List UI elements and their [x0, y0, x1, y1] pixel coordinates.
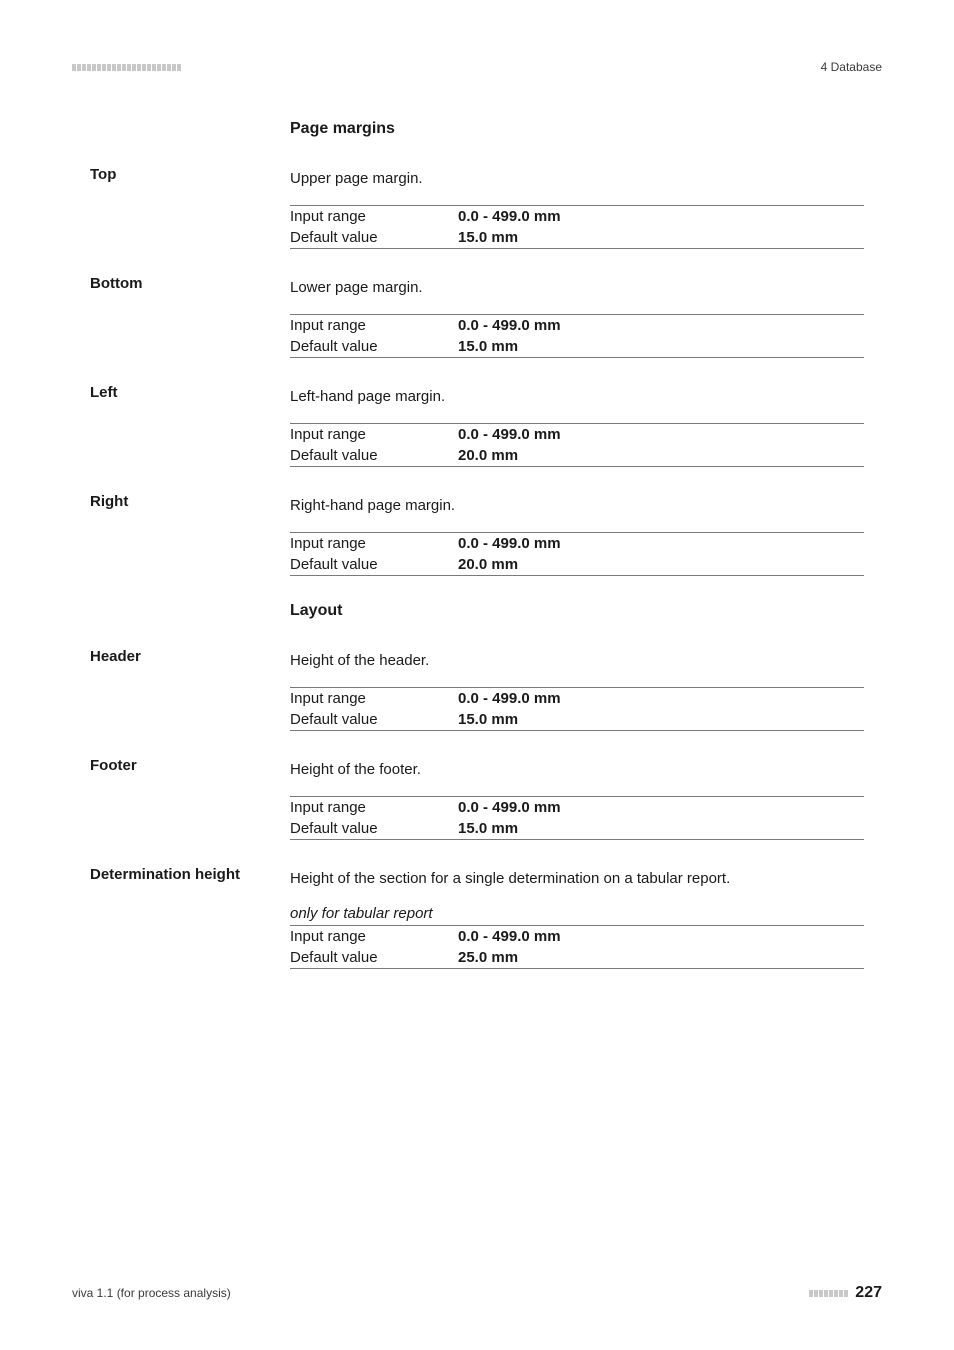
spec-key: Input range: [290, 535, 458, 552]
spec-value-default: 15.0 mm: [458, 229, 518, 246]
spec-row-input-range: Input range0.0 - 499.0 mm: [290, 206, 864, 227]
spec-key: Default value: [290, 338, 458, 355]
spec-table: Input range0.0 - 499.0 mmDefault value25…: [290, 925, 864, 969]
spec-value-range: 0.0 - 499.0 mm: [458, 690, 561, 707]
field-details: Upper page margin. Input range0.0 - 499.0…: [290, 166, 864, 249]
field-row: LeftLeft-hand page margin. Input range0.0…: [90, 384, 864, 467]
field-details: Height of the footer. Input range0.0 - 49…: [290, 757, 864, 840]
spec-row-input-range: Input range0.0 - 499.0 mm: [290, 926, 864, 947]
spec-row-default-value: Default value15.0 mm: [290, 709, 864, 730]
spec-value-default: 20.0 mm: [458, 556, 518, 573]
field-block: HeaderHeight of the header. Input range0.…: [90, 648, 864, 731]
spec-value-range: 0.0 - 499.0 mm: [458, 799, 561, 816]
spec-key: Input range: [290, 426, 458, 443]
spec-row-default-value: Default value15.0 mm: [290, 336, 864, 357]
spec-value-range: 0.0 - 499.0 mm: [458, 208, 561, 225]
spec-row-default-value: Default value25.0 mm: [290, 947, 864, 968]
field-label: Determination height: [90, 866, 290, 883]
spec-key: Default value: [290, 556, 458, 573]
spec-row-input-range: Input range0.0 - 499.0 mm: [290, 797, 864, 818]
spec-table: Input range0.0 - 499.0 mmDefault value20…: [290, 423, 864, 467]
spec-value-default: 15.0 mm: [458, 820, 518, 837]
field-label: Left: [90, 384, 290, 401]
field-block: FooterHeight of the footer. Input range0.…: [90, 757, 864, 840]
spec-value-default: 15.0 mm: [458, 338, 518, 355]
spec-value-range: 0.0 - 499.0 mm: [458, 426, 561, 443]
field-description: Height of the section for a single deter…: [290, 870, 864, 887]
field-note: only for tabular report: [290, 905, 864, 922]
spec-key: Default value: [290, 447, 458, 464]
section-heading: Page margins: [290, 120, 864, 138]
field-row: RightRight-hand page margin. Input range0…: [90, 493, 864, 576]
field-block: RightRight-hand page margin. Input range0…: [90, 493, 864, 576]
field-description: Lower page margin.: [290, 279, 864, 296]
spec-value-range: 0.0 - 499.0 mm: [458, 317, 561, 334]
field-details: Right-hand page margin. Input range0.0 - …: [290, 493, 864, 576]
field-description: Height of the footer.: [290, 761, 864, 778]
field-row: Determination heightHeight of the sectio…: [90, 866, 864, 969]
spec-row-input-range: Input range0.0 - 499.0 mm: [290, 533, 864, 554]
section-heading: Layout: [290, 602, 864, 620]
spec-key: Default value: [290, 229, 458, 246]
field-description: Upper page margin.: [290, 170, 864, 187]
footer-ornament-dashes: 227: [809, 1284, 882, 1302]
field-label: Footer: [90, 757, 290, 774]
field-description: Right-hand page margin.: [290, 497, 864, 514]
field-details: Height of the section for a single deter…: [290, 866, 864, 969]
field-row: HeaderHeight of the header. Input range0.…: [90, 648, 864, 731]
field-label: Bottom: [90, 275, 290, 292]
field-block: LeftLeft-hand page margin. Input range0.0…: [90, 384, 864, 467]
field-block: TopUpper page margin. Input range0.0 - 49…: [90, 166, 864, 249]
spec-table: Input range0.0 - 499.0 mmDefault value15…: [290, 314, 864, 358]
spec-value-range: 0.0 - 499.0 mm: [458, 928, 561, 945]
spec-row-input-range: Input range0.0 - 499.0 mm: [290, 688, 864, 709]
spec-key: Input range: [290, 317, 458, 334]
spec-key: Default value: [290, 711, 458, 728]
spec-value-default: 25.0 mm: [458, 949, 518, 966]
footer-product-label: viva 1.1 (for process analysis): [72, 1286, 231, 1300]
spec-value-default: 15.0 mm: [458, 711, 518, 728]
field-details: Lower page margin. Input range0.0 - 499.0…: [290, 275, 864, 358]
field-label: Right: [90, 493, 290, 510]
footer-page-number: 227: [855, 1284, 882, 1302]
field-description: Height of the header.: [290, 652, 864, 669]
field-row: TopUpper page margin. Input range0.0 - 49…: [90, 166, 864, 249]
spec-table: Input range0.0 - 499.0 mmDefault value15…: [290, 205, 864, 249]
page-footer: viva 1.1 (for process analysis) 227: [72, 1284, 882, 1302]
spec-key: Input range: [290, 690, 458, 707]
page-header: 4 Database: [72, 60, 882, 74]
spec-key: Input range: [290, 799, 458, 816]
spec-row-default-value: Default value15.0 mm: [290, 818, 864, 839]
spec-row-default-value: Default value20.0 mm: [290, 445, 864, 466]
field-details: Left-hand page margin. Input range0.0 - 4…: [290, 384, 864, 467]
field-row: FooterHeight of the footer. Input range0.…: [90, 757, 864, 840]
spec-key: Default value: [290, 820, 458, 837]
spec-value-range: 0.0 - 499.0 mm: [458, 535, 561, 552]
header-chapter-label: 4 Database: [821, 60, 882, 74]
spec-key: Input range: [290, 928, 458, 945]
spec-row-input-range: Input range0.0 - 499.0 mm: [290, 315, 864, 336]
spec-table: Input range0.0 - 499.0 mmDefault value20…: [290, 532, 864, 576]
spec-row-input-range: Input range0.0 - 499.0 mm: [290, 424, 864, 445]
page-content: Page margins TopUpper page margin. Input r…: [72, 120, 882, 969]
field-description: Left-hand page margin.: [290, 388, 864, 405]
spec-table: Input range0.0 - 499.0 mmDefault value15…: [290, 796, 864, 840]
field-label: Top: [90, 166, 290, 183]
spec-key: Default value: [290, 949, 458, 966]
spec-key: Input range: [290, 208, 458, 225]
field-block: BottomLower page margin. Input range0.0 -…: [90, 275, 864, 358]
spec-value-default: 20.0 mm: [458, 447, 518, 464]
spec-row-default-value: Default value15.0 mm: [290, 227, 864, 248]
spec-row-default-value: Default value20.0 mm: [290, 554, 864, 575]
field-block: Determination heightHeight of the sectio…: [90, 866, 864, 969]
spec-table: Input range0.0 - 499.0 mmDefault value15…: [290, 687, 864, 731]
field-details: Height of the header. Input range0.0 - 49…: [290, 648, 864, 731]
field-label: Header: [90, 648, 290, 665]
field-row: BottomLower page margin. Input range0.0 -…: [90, 275, 864, 358]
header-ornament-dashes: [72, 64, 181, 71]
